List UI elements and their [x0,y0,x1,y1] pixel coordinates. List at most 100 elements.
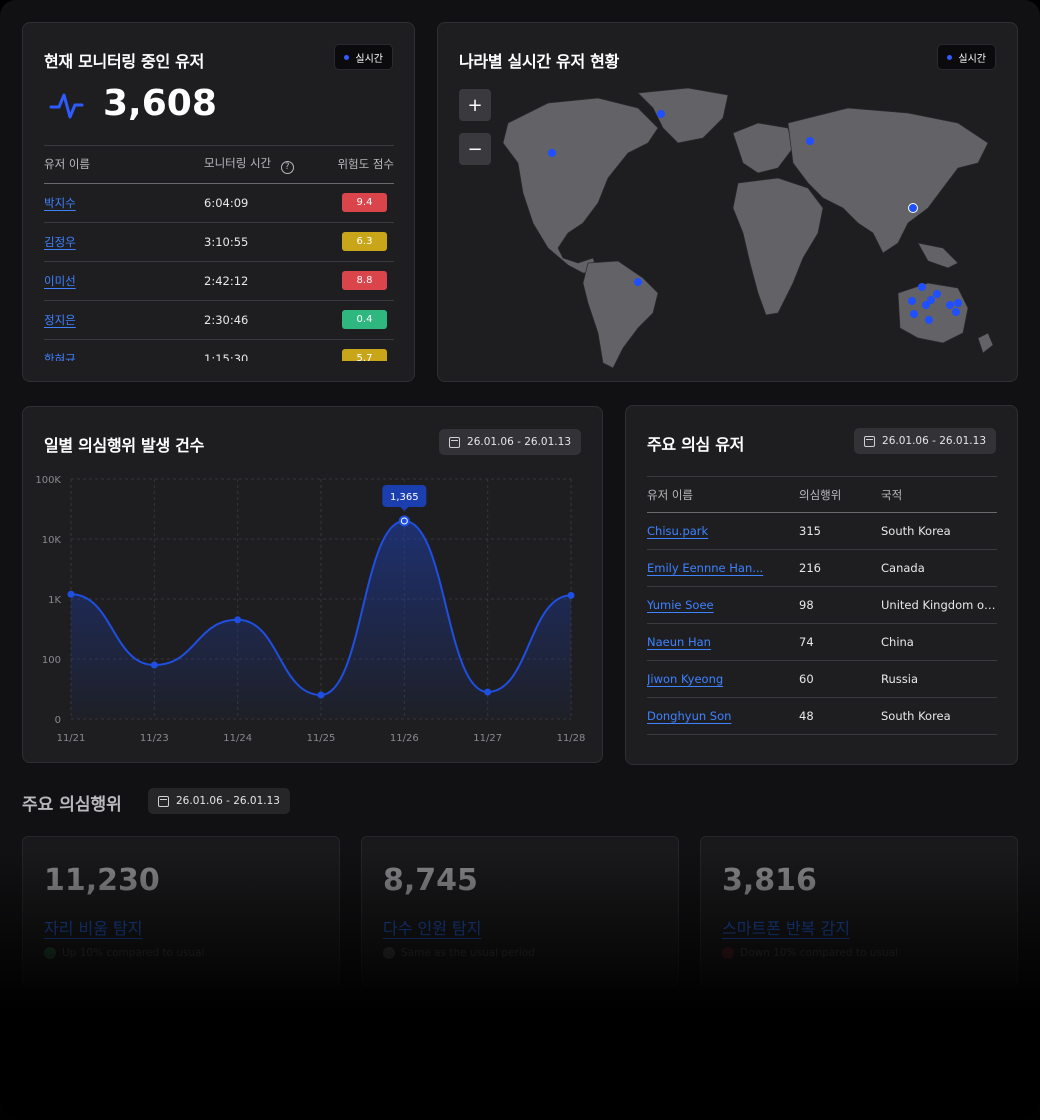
calendar-icon [449,436,461,448]
x-tick-label: 11/28 [557,733,586,744]
table-row[interactable]: 정지은 2:30:46 0.4 [44,300,394,340]
map-marker [933,290,941,298]
behavior-note: Down 10% compared to usual [722,947,898,959]
zoom-out-button[interactable]: − [459,133,491,165]
suspect-name-link[interactable]: Donghyun Son [647,697,799,735]
map-marker [954,299,962,307]
table-row[interactable]: Donghyun Son 48 South Korea [647,697,997,735]
suspect-country: China [881,623,997,661]
map-marker [908,297,916,305]
behavior-count: 8,745 [383,863,478,898]
behavior-stat-card[interactable]: 11,230 자리 비움 탐지 Up 10% compared to usual [22,836,340,986]
user-name-link[interactable]: 정지은 [44,300,204,340]
zoom-in-button[interactable]: + [459,89,491,121]
chart-svg[interactable]: 0 100 1K 10K 100K 11/21 11/23 11/24 11/25 11/26 11… [23,407,604,764]
map-marker [806,137,814,145]
suspect-name-link[interactable]: Emily Eennne Han... [647,549,799,587]
map-marker [910,310,918,318]
y-tick-label: 100K [35,475,61,486]
suspects-date-picker[interactable]: 26.01.06 - 26.01.13 [854,428,996,454]
monitoring-table-wrap: 유저 이름 모니터링 시간 ? 위험도 점수 박지수 6:04:09 9.4 김정우 3… [44,145,394,361]
risk-score-cell: 5.7 [326,339,394,361]
map-marker [634,278,642,286]
monitoring-time: 2:42:12 [204,261,326,301]
suspect-count: 216 [799,549,881,587]
monitoring-card: 현재 모니터링 중인 유저 실시간 3,608 유저 이름 모니터링 시간 ? … [22,22,415,382]
behavior-stat-card[interactable]: 3,816 스마트폰 반복 감지 Down 10% compared to usua… [700,836,1018,986]
help-icon[interactable]: ? [280,160,294,174]
map-marker [925,316,933,324]
risk-score-cell: 8.8 [326,261,394,301]
risk-score-badge: 5.7 [342,349,387,361]
live-badge: 실시간 [334,44,393,70]
map-marker [946,301,954,309]
suspect-name-link[interactable]: Jiwon Kyeong [647,660,799,698]
chart-date-picker[interactable]: 26.01.06 - 26.01.13 [439,429,581,455]
data-point [567,591,575,599]
risk-score-cell: 9.4 [326,183,394,223]
suspect-country: South Korea [881,697,997,735]
risk-score-cell: 0.4 [326,300,394,340]
behaviors-date-picker[interactable]: 26.01.06 - 26.01.13 [148,788,290,814]
behavior-note: Up 10% compared to usual [44,947,204,959]
calendar-icon [158,795,169,807]
map-marker [927,296,935,304]
table-row[interactable]: 김정우 3:10:55 6.3 [44,222,394,262]
live-dot-icon [344,54,350,60]
tooltip-box [382,484,427,507]
suspect-country: Canada [881,549,997,587]
header-user: 유저 이름 [647,476,799,513]
monitoring-time: 2:30:46 [204,300,326,340]
table-header-row: 유저 이름 모니터링 시간 ? 위험도 점수 [44,146,394,184]
risk-score-cell: 6.3 [326,222,394,262]
behaviors-title: 주요 의심행위 [22,795,122,815]
map-marker [548,149,556,157]
suspect-country: Russia [881,660,997,698]
suspect-name-link[interactable]: Yumie Soee [647,586,799,624]
behavior-stat-card[interactable]: 8,745 다수 인원 탐지 Same as the usual period [361,836,679,986]
behavior-count: 11,230 [44,863,160,898]
live-dot-icon [947,54,953,60]
table-row[interactable]: Yumie Soee 98 United Kingdom of ... [647,586,997,624]
user-name-link[interactable]: 한혀규 [44,339,204,361]
data-point [484,688,492,696]
suspects-card: 주요 의심 유저 26.01.06 - 26.01.13 유저 이름 의심행위 … [625,405,1018,765]
tooltip-label: 1,365 [390,492,419,503]
behavior-label-link[interactable]: 다수 인원 탐지 [383,919,482,938]
table-row[interactable]: 한혀규 1:15:30 5.7 [44,339,394,361]
monitoring-title: 현재 모니터링 중인 유저 [44,52,205,71]
behavior-label-link[interactable]: 자리 비움 탐지 [44,919,143,938]
header-country: 국적 [881,476,997,513]
trend-down-icon [722,947,734,959]
world-map[interactable] [488,83,998,368]
suspect-count: 60 [799,660,881,698]
header-score: 위험도 점수 [326,146,394,184]
table-row[interactable]: Jiwon Kyeong 60 Russia [647,660,997,698]
table-row[interactable]: Chisu.park 315 South Korea [647,512,997,550]
risk-score-badge: 9.4 [342,193,387,212]
date-range-label: 26.01.06 - 26.01.13 [467,436,571,448]
suspects-table: 유저 이름 의심행위 국적 Chisu.park 315 South Korea Em… [647,476,997,735]
user-name-link[interactable]: 김정우 [44,222,204,262]
trend-up-icon [44,947,56,959]
user-name-link[interactable]: 박지수 [44,183,204,223]
southeast-asia-shape [917,242,959,269]
suspect-name-link[interactable]: Chisu.park [647,512,799,550]
x-tick-label: 11/24 [223,733,252,744]
table-row[interactable]: 박지수 6:04:09 9.4 [44,183,394,223]
user-name-link[interactable]: 이미선 [44,261,204,301]
y-tick-label: 0 [55,715,61,726]
series-area [71,520,571,719]
suspect-name-link[interactable]: Naeun Han [647,623,799,661]
table-row[interactable]: 이미선 2:42:12 8.8 [44,261,394,301]
header-user: 유저 이름 [44,146,204,184]
highlight-point-core [401,518,407,524]
behavior-note-text: Down 10% compared to usual [740,947,898,959]
live-badge-label: 실시간 [355,53,383,65]
table-row[interactable]: Emily Eennne Han... 216 Canada [647,549,997,587]
new-zealand-shape [977,332,994,354]
map-card: 나라별 실시간 유저 현황 실시간 + − [437,22,1018,382]
behavior-label-link[interactable]: 스마트폰 반복 감지 [722,919,850,938]
table-row[interactable]: Naeun Han 74 China [647,623,997,661]
